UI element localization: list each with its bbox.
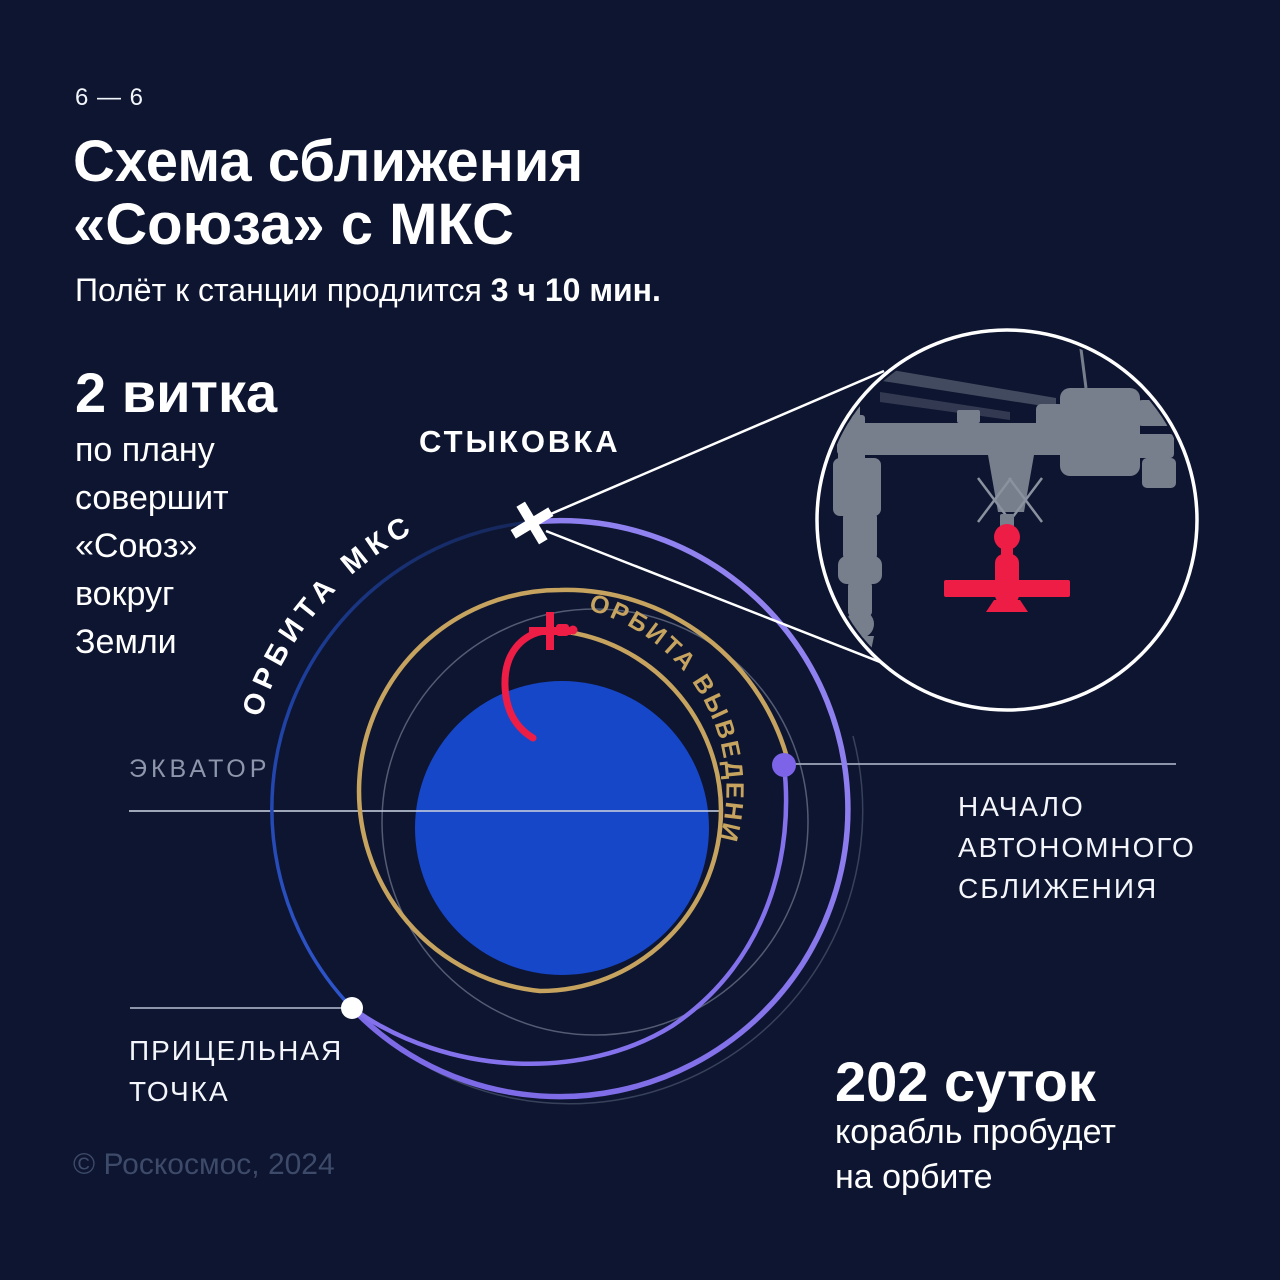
aim-point-label: ПРИЦЕЛЬНАЯ ТОЧКА	[129, 1035, 344, 1107]
approach-start-label: НАЧАЛО АВТОНОМНОГО СБЛИЖЕНИЯ	[958, 791, 1196, 904]
aim-point-dot	[341, 997, 363, 1019]
magnifier-leader-bottom	[545, 529, 899, 671]
approach-orbit-inner	[349, 762, 789, 1067]
launch-trajectory	[501, 626, 554, 742]
rocket-icon	[556, 624, 578, 636]
equator-label: ЭКВАТОР	[129, 755, 271, 783]
page-subtitle: Полёт к станции продлится 3 ч 10 мин.	[75, 272, 661, 308]
approach-start-dot	[772, 753, 796, 777]
insertion-orbit-path	[356, 587, 792, 994]
iss-orbit-path	[270, 520, 533, 1010]
iss-orbit-label: ОРБИТА МКС	[237, 508, 421, 720]
page-title-line2: «Союза» с МКС	[73, 192, 515, 257]
page-title: Схема сближения «Союза» с МКС	[73, 130, 583, 256]
orbits-count-value: 2 витка	[75, 361, 278, 424]
magnifier-leader-top	[545, 369, 885, 518]
docking-label: СТЫКОВКА	[419, 424, 621, 459]
docking-x-marker	[510, 501, 554, 545]
page-title-line1: Схема сближения	[73, 129, 584, 194]
copyright: © Роскосмос, 2024	[73, 1148, 335, 1181]
approach-orbit-outer	[349, 517, 851, 1100]
phasing-orbit-thin	[381, 608, 809, 1036]
orbit-days-caption: корабль пробудет на орбите	[835, 1113, 1116, 1196]
orbit-days-value: 202 суток	[835, 1050, 1096, 1113]
orbits-count-caption: по плану совершит «Союз» вокруг Земли	[75, 431, 229, 661]
earth	[415, 681, 709, 975]
soyuz-spacecraft	[944, 524, 1070, 612]
page-indicator: 6 — 6	[75, 84, 145, 111]
flight-duration: 3 ч 10 мин.	[490, 272, 661, 308]
iss-silhouette	[833, 334, 1176, 698]
